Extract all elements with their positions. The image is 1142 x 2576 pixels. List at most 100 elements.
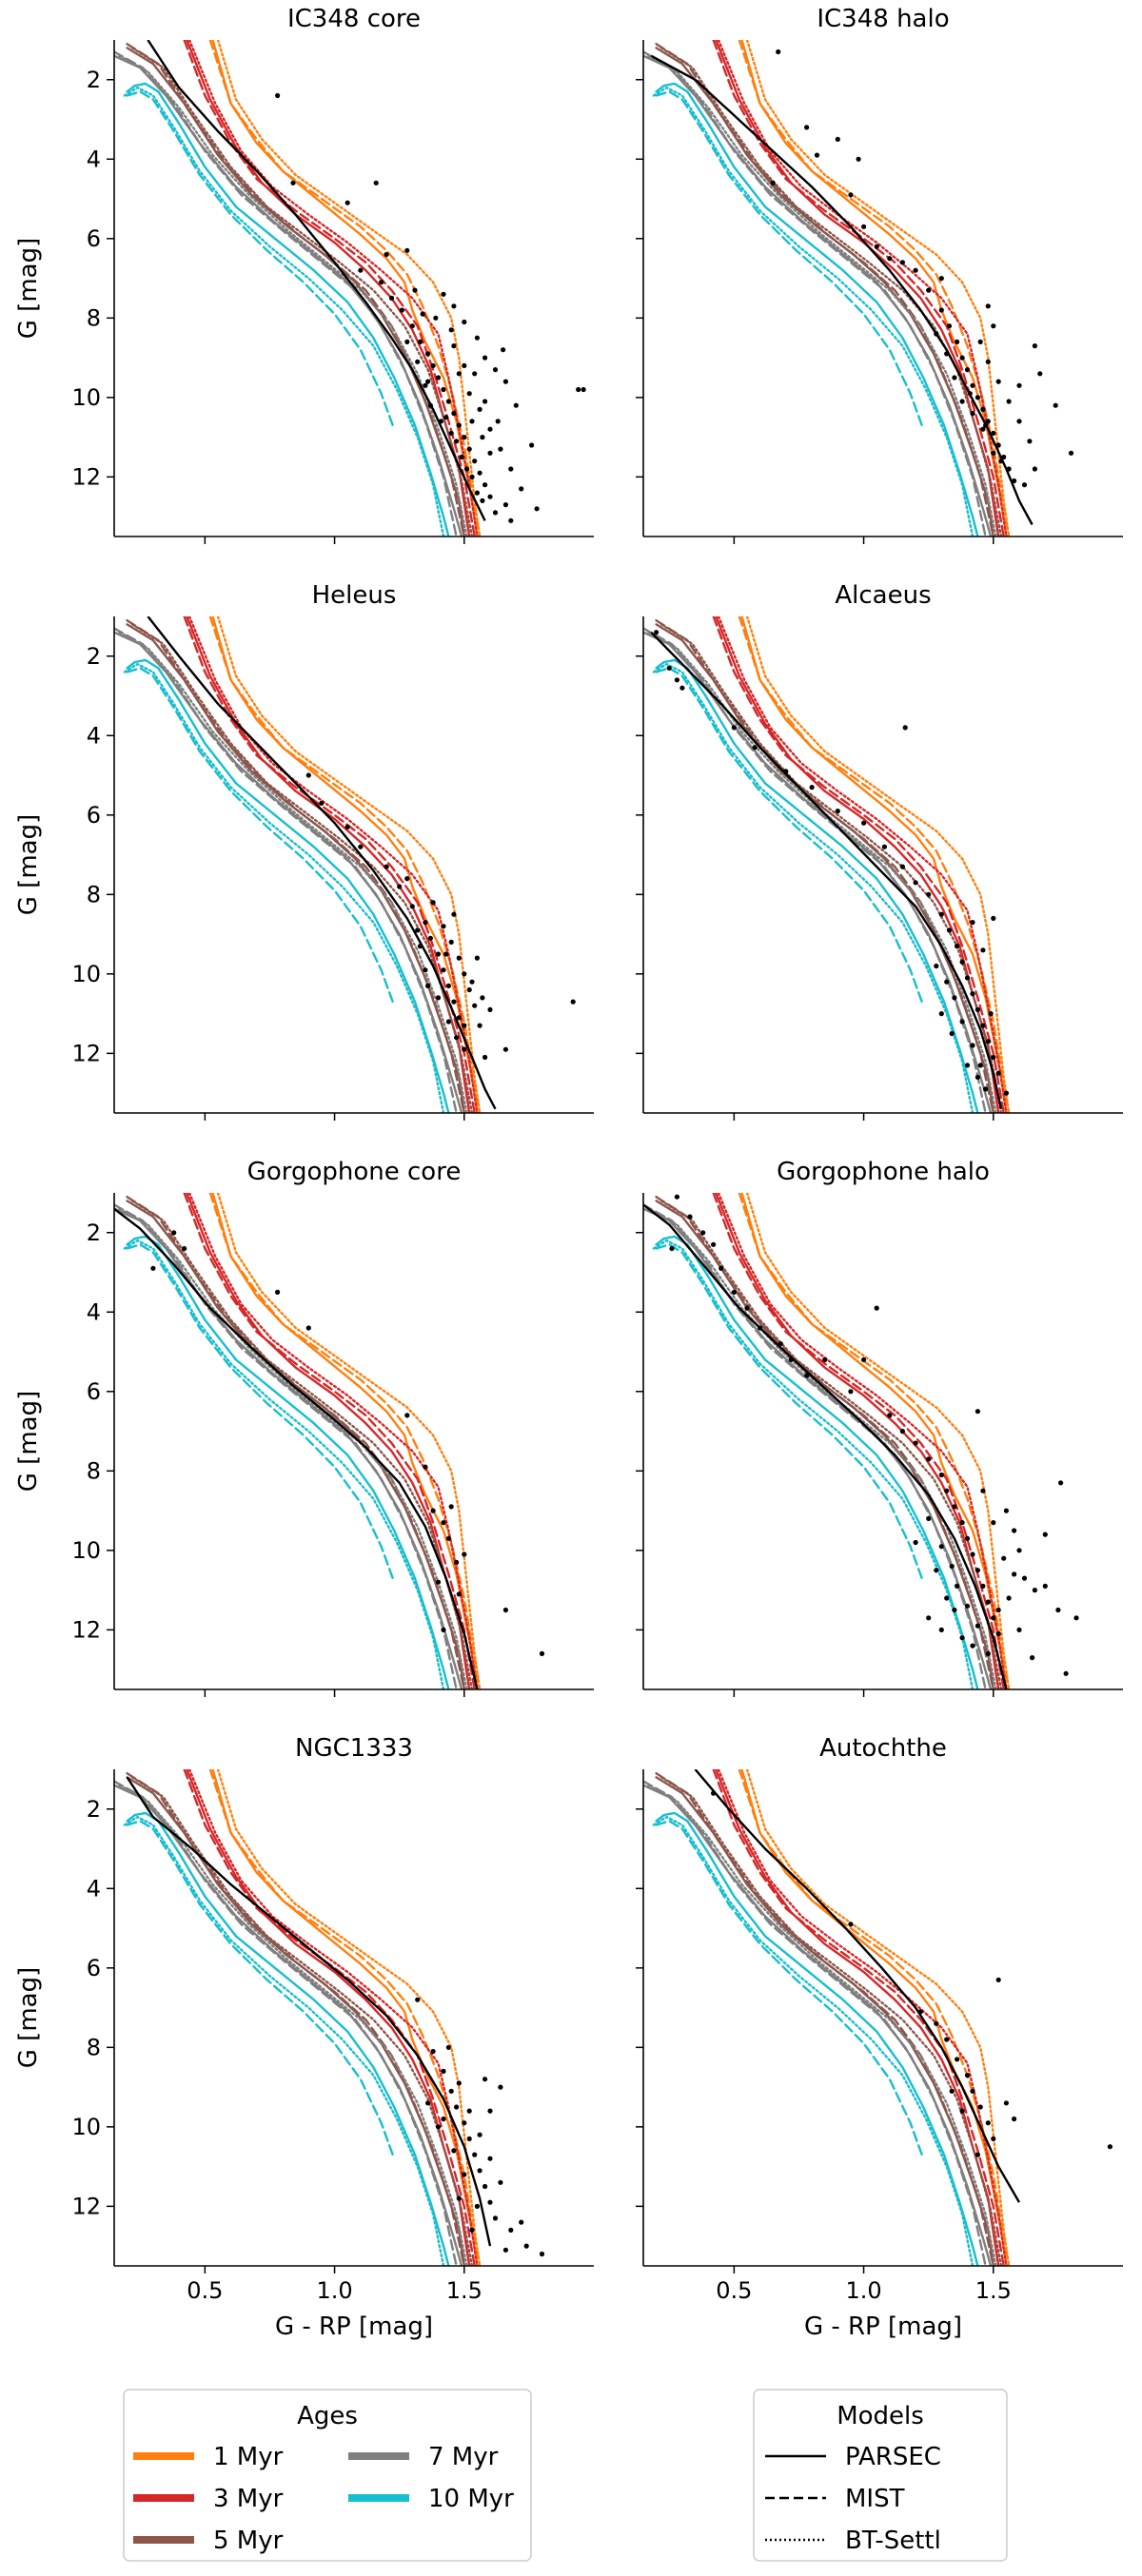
data-point	[404, 1413, 410, 1418]
data-point	[404, 876, 410, 882]
data-point	[964, 1063, 971, 1068]
data-point	[964, 975, 971, 981]
plot-area	[114, 1193, 545, 1689]
data-point	[456, 1015, 462, 1021]
y-tick-label: 12	[71, 2193, 101, 2219]
data-point	[980, 1488, 986, 1493]
data-point	[482, 355, 488, 361]
data-point	[462, 319, 467, 325]
y-tick-label: 10	[71, 961, 101, 987]
data-point	[472, 459, 478, 464]
data-point	[399, 307, 404, 313]
isochrone-7myr-mist	[643, 627, 987, 1113]
data-point	[425, 351, 431, 357]
isochrone-5myr-mist	[126, 1771, 465, 2266]
data-point	[462, 1046, 467, 1052]
data-point	[474, 335, 480, 341]
data-point	[1016, 1548, 1022, 1553]
data-point	[379, 280, 384, 285]
data-point	[1030, 1655, 1035, 1661]
data-point	[995, 379, 1001, 384]
isochrone-3myr-mist	[712, 40, 1005, 537]
data-point	[448, 430, 454, 436]
data-point	[502, 2247, 509, 2253]
data-point	[477, 470, 482, 476]
isochrone-10myr-bt-settl	[123, 662, 445, 1113]
data-point	[445, 1019, 451, 1025]
y-tick-label: 10	[71, 384, 101, 411]
data-point	[938, 307, 944, 313]
data-point	[977, 339, 983, 344]
data-point	[970, 991, 975, 997]
data-point	[959, 1635, 965, 1641]
legend-label-7myr: 7 Myr	[428, 2443, 499, 2471]
data-point	[983, 422, 989, 428]
data-point	[995, 1607, 1001, 1613]
isochrone-3myr-bt-settl	[717, 1193, 1008, 1689]
data-point	[934, 1568, 939, 1573]
data-point	[949, 1563, 955, 1570]
data-point	[835, 136, 840, 142]
data-point	[980, 406, 986, 412]
legend-label-3myr: 3 Myr	[213, 2485, 284, 2513]
data-point	[305, 772, 311, 778]
data-point	[462, 2120, 467, 2126]
data-point	[991, 1520, 996, 1526]
isochrone-3myr-bt-settl	[187, 40, 479, 537]
data-point	[384, 864, 389, 869]
y-tick-label: 8	[87, 304, 101, 331]
isochrone-1myr-bt-settl	[745, 1193, 1011, 1689]
isochrone-7myr-bt-settl	[647, 1784, 997, 2266]
data-point	[448, 327, 454, 333]
data-point	[719, 1265, 724, 1271]
data-point	[1016, 382, 1022, 388]
data-point	[420, 311, 425, 317]
best-fit-curve	[147, 40, 486, 521]
data-point	[1063, 1670, 1069, 1676]
data-point	[938, 911, 944, 917]
isochrone-10myr-bt-settl	[652, 1239, 975, 1689]
isochrone-5myr-bt-settl	[660, 1776, 1003, 2266]
data-point	[944, 1595, 950, 1601]
data-point	[967, 391, 973, 397]
data-point	[433, 315, 439, 321]
legend-models: Models PARSEC MIST BT-Settl	[753, 2389, 1008, 2562]
data-point	[1012, 2116, 1017, 2122]
y-tick-label: 6	[87, 1955, 101, 1981]
data-point	[1012, 478, 1017, 484]
data-point	[938, 1472, 944, 1478]
data-point	[456, 371, 462, 377]
isochrone-1myr-bt-settl	[216, 616, 482, 1113]
data-point	[970, 2088, 975, 2094]
data-point	[975, 395, 980, 400]
y-tick-label: 6	[87, 802, 101, 829]
isochrone-1myr-bt-settl	[745, 616, 1011, 1113]
isochrone-5myr-mist	[655, 1771, 995, 2266]
data-point	[949, 2088, 955, 2094]
data-point	[454, 1035, 460, 1041]
best-fit-curve	[114, 1207, 479, 1689]
y-tick-label: 10	[71, 2114, 101, 2140]
data-point	[938, 1544, 944, 1550]
data-point	[975, 1409, 980, 1415]
data-point	[171, 1230, 177, 1236]
data-point	[462, 971, 467, 977]
data-point	[474, 955, 480, 961]
panel-title: Gorgophone halo	[777, 1158, 990, 1186]
data-point	[654, 630, 660, 635]
isochrone-10myr-mist	[655, 1820, 925, 2160]
data-point	[290, 180, 296, 185]
data-point	[887, 1413, 893, 1418]
isochrone-5myr-bt-settl	[130, 1776, 474, 2266]
data-point	[388, 295, 395, 301]
y-axis-label: G [mag]	[14, 238, 43, 339]
data-point	[1001, 1555, 1007, 1561]
data-point	[959, 355, 965, 361]
data-point	[576, 386, 581, 393]
isochrone-10myr-parsec	[655, 82, 979, 537]
data-point	[788, 1356, 794, 1362]
data-point	[345, 200, 350, 205]
data-point	[938, 1011, 944, 1017]
data-point	[472, 1003, 478, 1008]
data-point	[991, 915, 996, 922]
